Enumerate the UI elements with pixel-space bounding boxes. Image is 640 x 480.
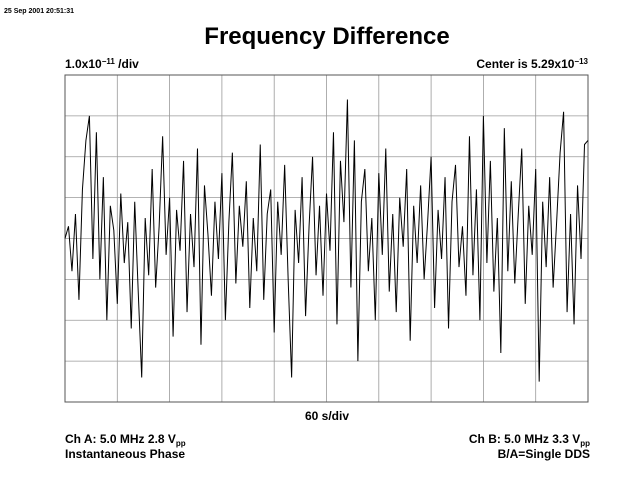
channel-a-sub: pp [176, 439, 186, 448]
trace [64, 99, 589, 382]
y-scale-text: 1.0x10 [65, 57, 102, 71]
center-exp: −13 [574, 57, 588, 66]
channel-b-text: Ch B: 5.0 MHz 3.3 V [469, 432, 580, 446]
timestamp: 25 Sep 2001 20:51:31 [4, 8, 74, 15]
channel-b-sub: pp [580, 439, 590, 448]
channel-a-text: Ch A: 5.0 MHz 2.8 V [65, 432, 176, 446]
channel-b-mode: B/A=Single DDS [498, 447, 590, 461]
y-scale: 1.0x10−11 /div [65, 57, 139, 71]
chart-title: Frequency Difference [204, 23, 449, 50]
channel-a-mode: Instantaneous Phase [65, 447, 185, 461]
channel-b: Ch B: 5.0 MHz 3.3 Vpp [469, 432, 590, 448]
center-text: Center is 5.29x10 [476, 57, 574, 71]
x-scale: 60 s/div [305, 409, 349, 423]
center-value: Center is 5.29x10−13 [476, 57, 588, 71]
channel-a: Ch A: 5.0 MHz 2.8 Vpp [65, 432, 186, 448]
y-scale-exp: −11 [102, 57, 116, 66]
y-scale-unit: /div [115, 57, 139, 71]
